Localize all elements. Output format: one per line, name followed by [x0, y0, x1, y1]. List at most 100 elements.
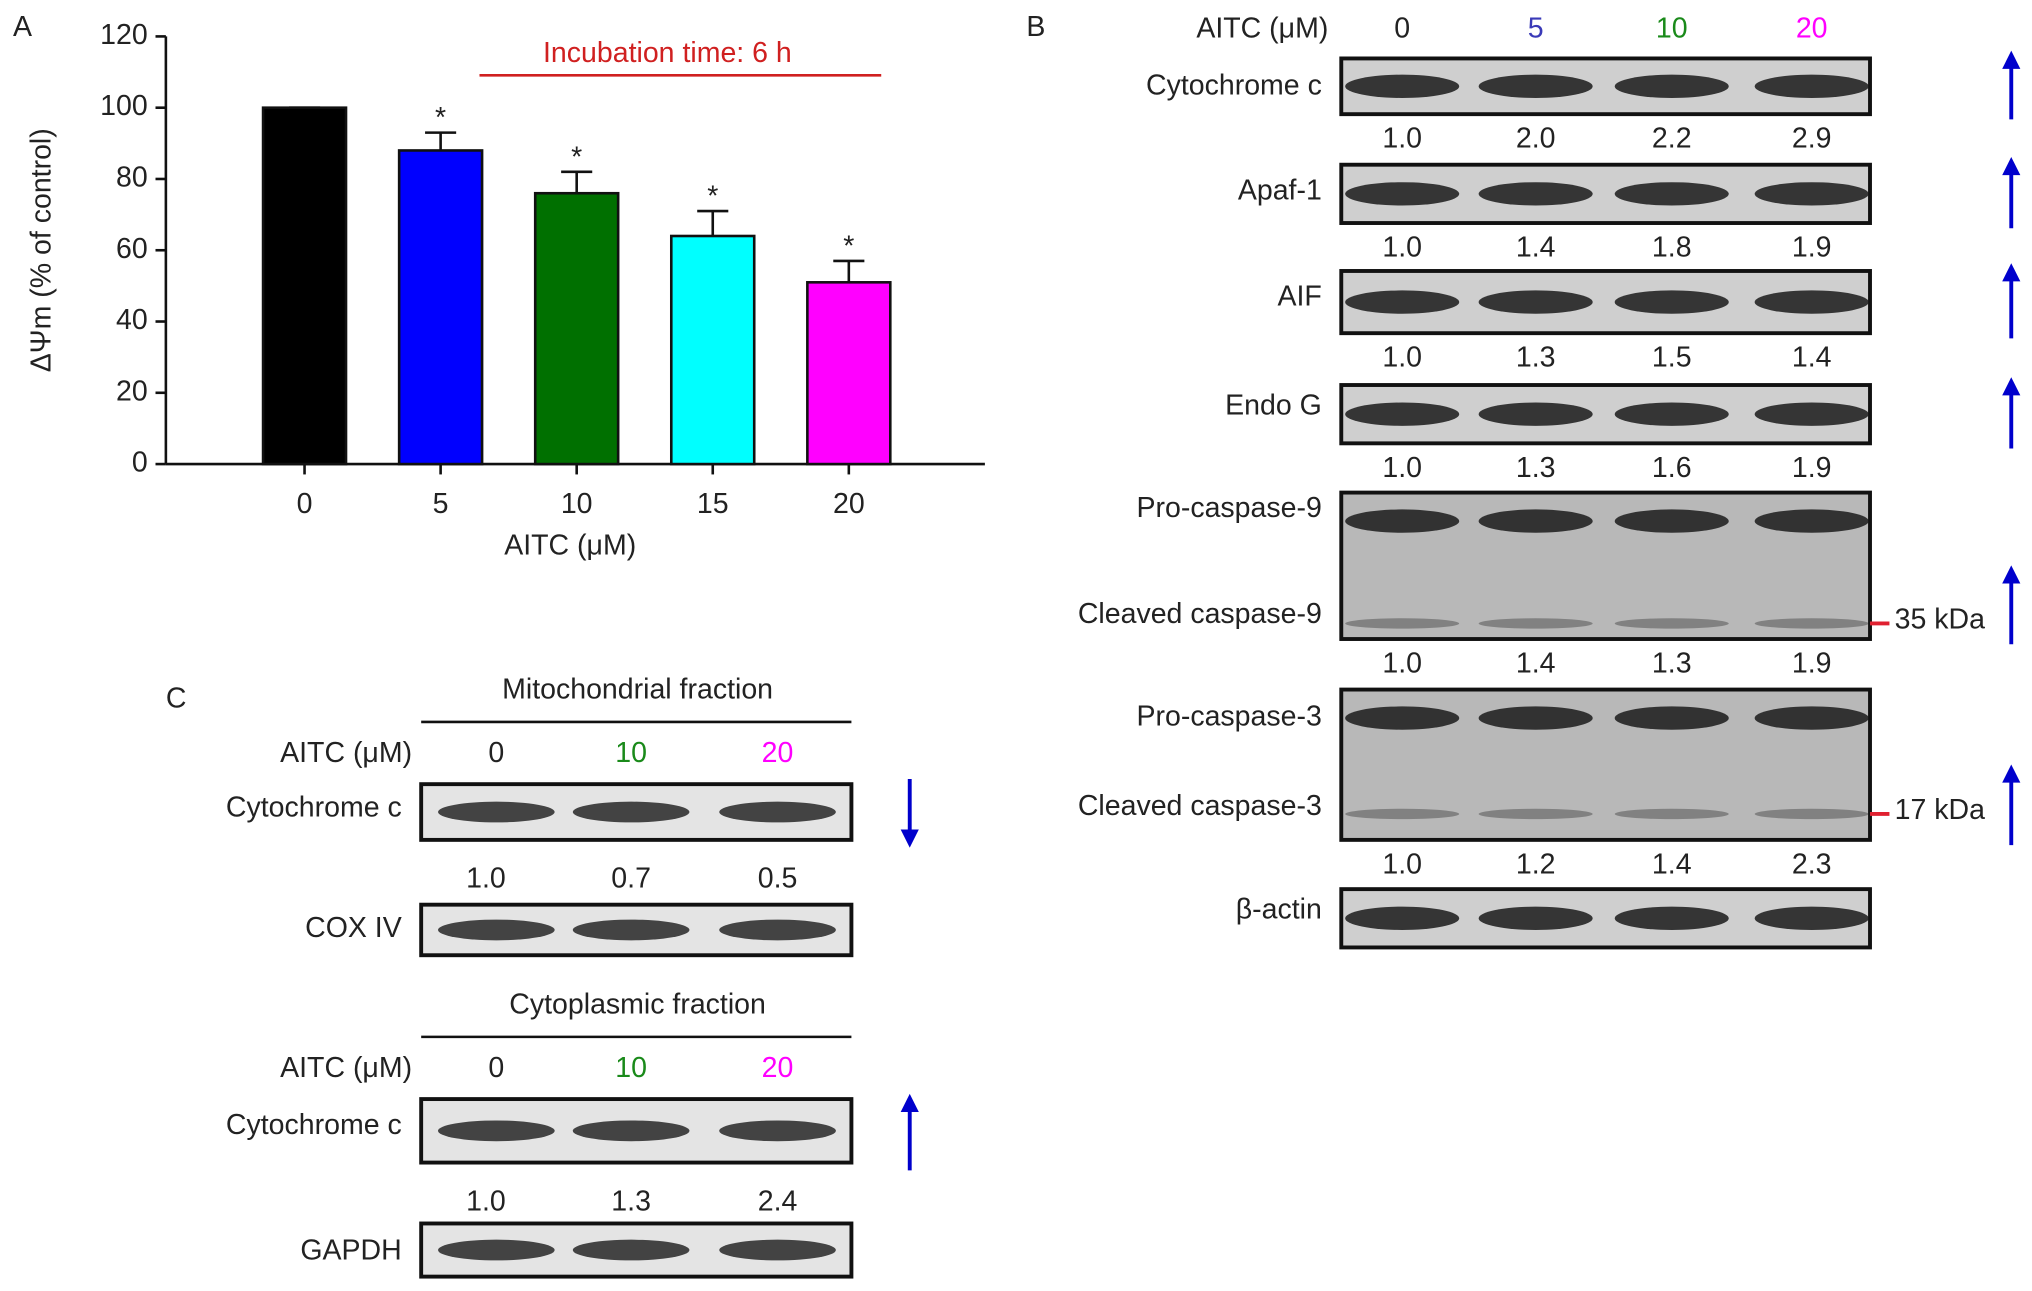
arrow-head [2002, 377, 2021, 396]
panel-label: A [13, 11, 32, 43]
ratio: 1.0 [1382, 647, 1422, 679]
ratio: 1.3 [611, 1185, 651, 1217]
ratio: 1.3 [1516, 342, 1556, 374]
ratio: 1.0 [466, 863, 506, 895]
ratio: 1.4 [1516, 231, 1556, 263]
blot-label: Cleaved caspase-9 [1078, 598, 1322, 630]
band [1345, 509, 1460, 533]
dose-label: AITC (μM) [1196, 12, 1328, 44]
y-tick-label: 20 [116, 375, 148, 407]
band [1754, 402, 1869, 426]
significance-marker: * [843, 231, 854, 263]
ratio: 1.9 [1792, 231, 1832, 263]
dose: 20 [762, 1052, 794, 1084]
bar [533, 191, 620, 466]
down-arrow [900, 778, 919, 848]
band [1754, 906, 1869, 930]
band [1614, 182, 1729, 206]
band [1614, 618, 1729, 629]
band [1614, 509, 1729, 533]
band [1478, 509, 1593, 533]
x-tick-label: 10 [561, 488, 593, 520]
band [719, 1239, 836, 1261]
arrow-head [900, 829, 919, 848]
blot-label: Cytochrome c [226, 791, 402, 823]
dose: 0 [488, 1052, 504, 1084]
band [1345, 906, 1460, 930]
dose: 20 [1796, 12, 1828, 44]
y-tick-label: 120 [100, 19, 148, 51]
y-tick-label: 40 [116, 304, 148, 336]
band [1478, 618, 1593, 629]
annotation: Incubation time: 6 h [543, 37, 792, 69]
arrow-head [2002, 50, 2021, 69]
marker-label: 17 kDa [1895, 794, 1985, 826]
significance-marker: * [435, 102, 446, 134]
up-arrow [2002, 50, 2021, 120]
arrow-head [2002, 565, 2021, 584]
up-arrow [2002, 565, 2021, 645]
blot-label: Cleaved caspase-3 [1078, 790, 1322, 822]
dose: 0 [488, 737, 504, 769]
marker-label: 35 kDa [1895, 603, 1985, 635]
ratio: 2.3 [1792, 848, 1832, 880]
band [572, 1120, 690, 1142]
ratio: 1.9 [1792, 647, 1832, 679]
band [1478, 182, 1593, 206]
band [1478, 74, 1593, 98]
band [1754, 74, 1869, 98]
bar [261, 106, 348, 466]
band [1345, 808, 1460, 820]
blot-label: Pro-caspase-9 [1136, 492, 1321, 524]
ratio: 1.5 [1652, 342, 1692, 374]
ratio: 1.2 [1516, 848, 1556, 880]
arrow-head [2002, 263, 2021, 282]
band [438, 919, 555, 941]
ratio: 1.0 [1382, 848, 1422, 880]
dose: 10 [1656, 12, 1688, 44]
up-arrow [2002, 263, 2021, 339]
band [1478, 706, 1593, 730]
ratio: 1.0 [1382, 231, 1422, 263]
up-arrow [2002, 156, 2021, 229]
ratio: 1.3 [1652, 647, 1692, 679]
blot-label: Apaf-1 [1238, 174, 1322, 206]
x-tick-label: 5 [433, 488, 449, 520]
dose-label: AITC (μM) [280, 1052, 412, 1084]
band [1478, 808, 1593, 820]
band [719, 1120, 836, 1142]
ratio: 2.4 [758, 1185, 798, 1217]
x-axis-label: AITC (μM) [504, 530, 636, 562]
band [1345, 182, 1460, 206]
band [438, 801, 555, 823]
up-arrow [900, 1093, 919, 1171]
ratio: 1.0 [466, 1185, 506, 1217]
fraction-title: Mitochondrial fraction [502, 673, 773, 705]
ratio: 1.3 [1516, 452, 1556, 484]
blot-label: Cytochrome c [226, 1109, 402, 1141]
band [1754, 290, 1869, 314]
band [1614, 906, 1729, 930]
bar [397, 149, 484, 466]
arrow-head [2002, 156, 2021, 176]
band [719, 919, 836, 941]
blot-label: Endo G [1225, 390, 1322, 422]
y-tick-label: 0 [132, 447, 148, 479]
y-tick-label: 80 [116, 162, 148, 194]
x-tick-label: 20 [833, 488, 865, 520]
ratio: 2.2 [1652, 123, 1692, 155]
ratio: 2.9 [1792, 123, 1832, 155]
panel-label: C [166, 682, 187, 714]
band [438, 1239, 555, 1261]
panel-label: B [1026, 11, 1045, 43]
ratio: 1.9 [1792, 452, 1832, 484]
ratio: 1.8 [1652, 231, 1692, 263]
x-tick-label: 0 [297, 488, 313, 520]
band [1614, 706, 1729, 730]
ratio: 1.4 [1792, 342, 1832, 374]
arrow-head [900, 1093, 919, 1113]
fraction-title: Cytoplasmic fraction [509, 988, 766, 1020]
dose: 20 [762, 737, 794, 769]
y-tick-label: 100 [100, 90, 148, 122]
